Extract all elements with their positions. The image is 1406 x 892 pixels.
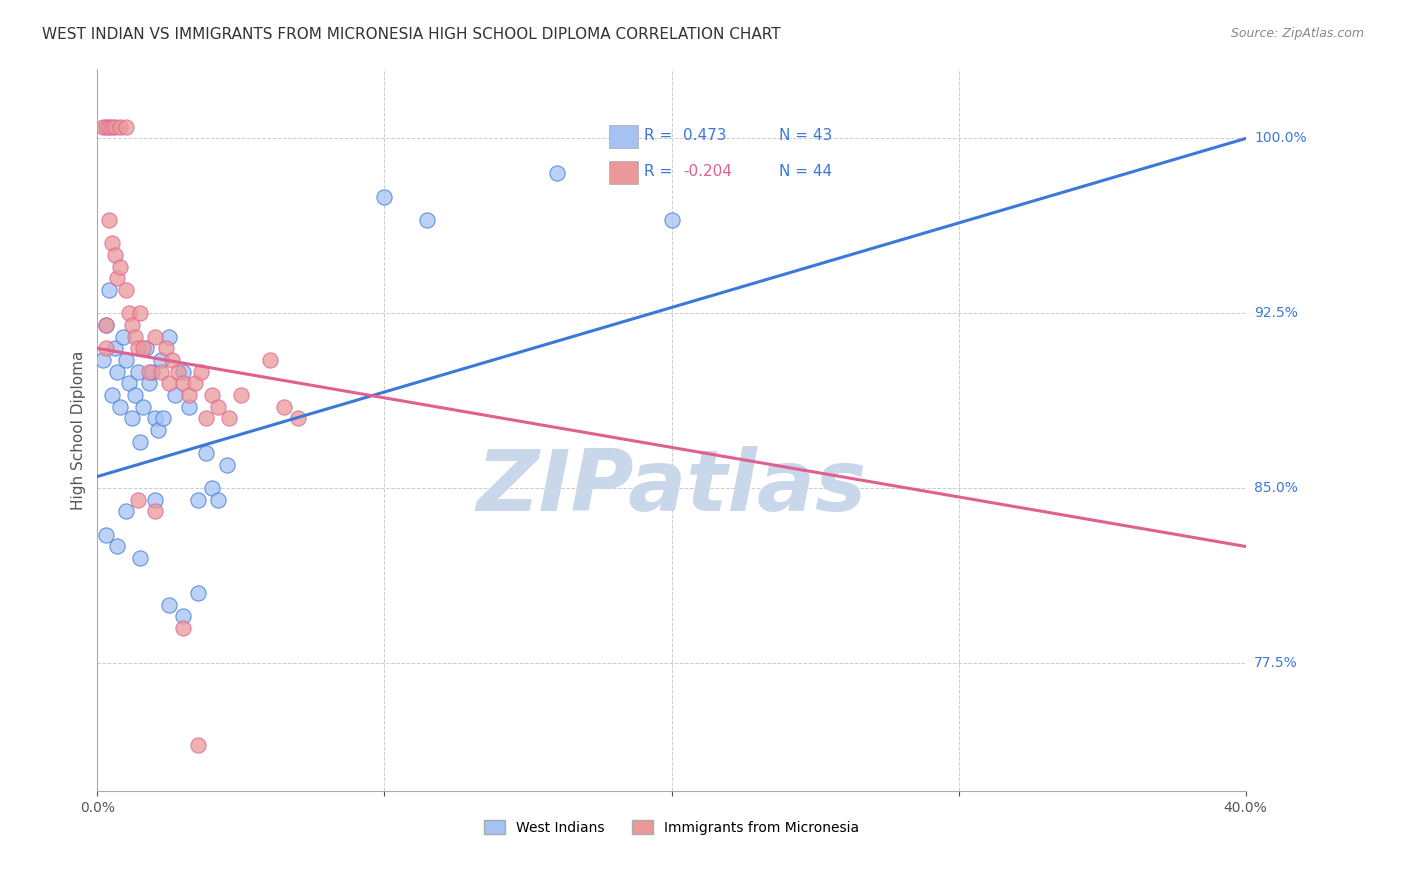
Point: [129, 434, 152, 449]
Point: [132, 400, 155, 414]
Point: [138, 376, 160, 391]
Point: [127, 492, 149, 507]
Point: [100, 388, 122, 402]
Point: [287, 411, 309, 425]
Point: [143, 411, 166, 425]
Point: [195, 411, 218, 425]
Point: [273, 400, 295, 414]
Point: [187, 492, 209, 507]
Point: [215, 458, 238, 472]
Point: [187, 738, 209, 752]
Point: [373, 190, 395, 204]
Text: Source: ZipAtlas.com: Source: ZipAtlas.com: [1230, 27, 1364, 40]
Point: [94, 318, 117, 332]
Point: [103, 120, 125, 134]
Point: [157, 376, 180, 391]
Point: [94, 341, 117, 355]
Point: [184, 376, 207, 391]
Point: [207, 400, 229, 414]
Point: [94, 120, 117, 134]
Point: [143, 492, 166, 507]
Point: [91, 353, 114, 368]
Point: [207, 492, 229, 507]
Point: [94, 528, 117, 542]
Point: [416, 213, 439, 227]
Point: [115, 283, 138, 297]
Point: [118, 376, 141, 391]
Point: [97, 120, 120, 134]
Y-axis label: High School Diploma: High School Diploma: [72, 351, 86, 509]
Point: [118, 306, 141, 320]
Point: [115, 120, 138, 134]
Point: [160, 353, 183, 368]
Point: [141, 365, 163, 379]
Text: 85.0%: 85.0%: [1254, 481, 1298, 495]
Point: [163, 388, 186, 402]
Point: [97, 213, 120, 227]
Point: [97, 283, 120, 297]
Point: [152, 411, 174, 425]
Point: [110, 260, 132, 274]
Point: [103, 248, 125, 262]
Point: [143, 329, 166, 343]
Point: [201, 481, 224, 495]
Point: [107, 540, 129, 554]
Point: [149, 353, 172, 368]
Point: [115, 353, 138, 368]
Point: [218, 411, 240, 425]
Text: ZIPatlas: ZIPatlas: [477, 446, 866, 529]
Point: [172, 376, 194, 391]
Point: [107, 365, 129, 379]
Point: [110, 120, 132, 134]
Point: [155, 341, 177, 355]
Point: [201, 388, 224, 402]
Point: [143, 504, 166, 518]
Text: 77.5%: 77.5%: [1254, 656, 1298, 670]
Point: [103, 341, 125, 355]
Text: 100.0%: 100.0%: [1254, 131, 1306, 145]
Point: [121, 411, 143, 425]
Point: [91, 120, 114, 134]
Point: [149, 365, 172, 379]
Point: [110, 400, 132, 414]
Text: 92.5%: 92.5%: [1254, 306, 1298, 320]
Point: [546, 166, 568, 180]
Point: [100, 120, 122, 134]
Legend: West Indians, Immigrants from Micronesia: West Indians, Immigrants from Micronesia: [484, 820, 859, 835]
Point: [146, 423, 169, 437]
Point: [179, 400, 201, 414]
Point: [138, 365, 160, 379]
Point: [121, 318, 143, 332]
Point: [132, 341, 155, 355]
Point: [187, 586, 209, 600]
Point: [229, 388, 252, 402]
Point: [172, 365, 194, 379]
Point: [129, 306, 152, 320]
Point: [179, 388, 201, 402]
Point: [661, 213, 683, 227]
Point: [172, 609, 194, 624]
Point: [190, 365, 212, 379]
Point: [124, 388, 146, 402]
Point: [166, 365, 188, 379]
Point: [100, 236, 122, 251]
Point: [157, 598, 180, 612]
Point: [259, 353, 281, 368]
Point: [172, 621, 194, 635]
Point: [94, 318, 117, 332]
Point: [127, 365, 149, 379]
Point: [157, 329, 180, 343]
Point: [107, 271, 129, 285]
Point: [135, 341, 157, 355]
Point: [127, 341, 149, 355]
Point: [124, 329, 146, 343]
Point: [115, 504, 138, 518]
Point: [195, 446, 218, 460]
Point: [129, 551, 152, 566]
Text: WEST INDIAN VS IMMIGRANTS FROM MICRONESIA HIGH SCHOOL DIPLOMA CORRELATION CHART: WEST INDIAN VS IMMIGRANTS FROM MICRONESI…: [42, 27, 780, 42]
Point: [112, 329, 135, 343]
